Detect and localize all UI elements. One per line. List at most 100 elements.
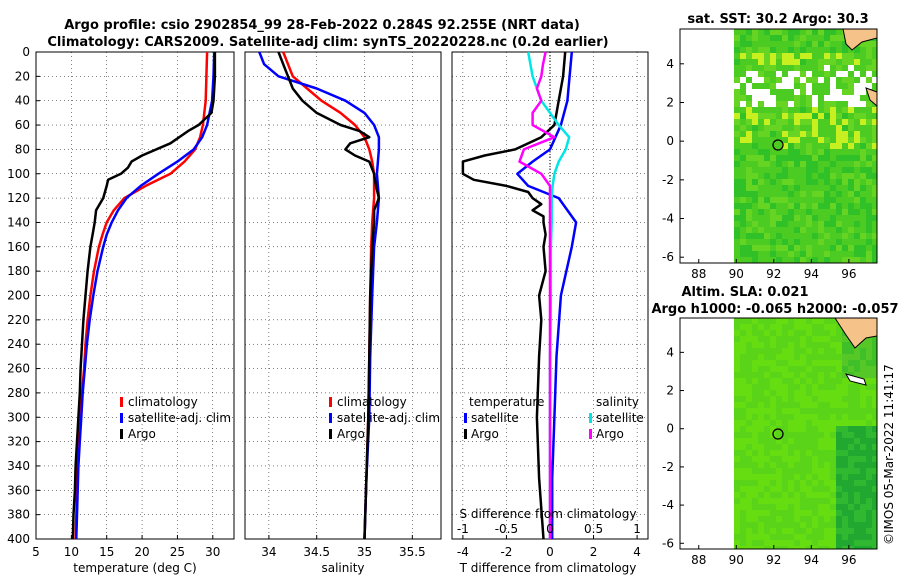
x-tick-label: 0 — [546, 545, 554, 559]
map-cell — [746, 384, 752, 390]
map-cell — [830, 251, 836, 257]
map-cell — [812, 209, 818, 215]
map-cell — [818, 119, 824, 125]
map-cell — [740, 360, 746, 366]
map-cell — [824, 65, 830, 71]
map-cell — [824, 89, 830, 95]
map-cell — [806, 77, 812, 83]
map-cell — [788, 330, 794, 336]
map-cell — [866, 408, 872, 414]
map-cell — [788, 450, 794, 456]
map-cell — [794, 480, 800, 486]
map-cell — [836, 203, 842, 209]
map-cell — [788, 522, 794, 528]
map-cell — [836, 197, 842, 203]
map-cell — [800, 432, 806, 438]
map-cell — [836, 516, 842, 522]
map-cell — [812, 432, 818, 438]
map-cell — [842, 402, 848, 408]
map-cell — [818, 492, 824, 498]
map-cell — [872, 504, 877, 510]
legend-swatch-temp-argo — [464, 429, 467, 439]
x-tick-label: -4 — [457, 545, 469, 559]
map-cell — [746, 492, 752, 498]
map-cell — [758, 462, 764, 468]
map-cell — [800, 396, 806, 402]
map-cell — [806, 336, 812, 342]
map-cell — [734, 131, 740, 137]
map-cell — [758, 65, 764, 71]
map-cell — [770, 173, 776, 179]
map-cell — [830, 197, 836, 203]
map-cell — [830, 47, 836, 53]
map-cell — [734, 504, 740, 510]
map-cell — [836, 438, 842, 444]
map-cell — [824, 161, 830, 167]
map-cell — [734, 354, 740, 360]
map-cell — [866, 546, 872, 549]
map-cell — [770, 504, 776, 510]
map-cell — [776, 95, 782, 101]
map-cell — [770, 119, 776, 125]
map-cell — [788, 378, 794, 384]
map-cell — [848, 257, 854, 263]
map-cell — [794, 402, 800, 408]
map-cell — [782, 251, 788, 257]
map-cell — [860, 384, 866, 390]
map-cell — [734, 366, 740, 372]
map-cell — [788, 402, 794, 408]
map-cell — [806, 486, 812, 492]
map-cell — [794, 492, 800, 498]
map-cell — [800, 354, 806, 360]
legend-label-sal-satellite: satellite — [596, 411, 644, 425]
map-cell — [842, 450, 848, 456]
depth-tick-label: 360 — [7, 483, 30, 497]
map-cell — [818, 47, 824, 53]
map-cell — [866, 257, 872, 263]
map-cell — [860, 390, 866, 396]
map-cell — [848, 185, 854, 191]
map-cell — [740, 95, 746, 101]
map-cell — [872, 155, 877, 161]
map-cell — [836, 462, 842, 468]
map-cell — [860, 227, 866, 233]
map-cell — [830, 378, 836, 384]
map-cell — [770, 366, 776, 372]
map-cell — [800, 119, 806, 125]
map-cell — [848, 119, 854, 125]
map-cell — [812, 65, 818, 71]
map-cell — [746, 372, 752, 378]
map-cell — [794, 125, 800, 131]
map-cell — [872, 480, 877, 486]
map-cell — [734, 173, 740, 179]
map-cell — [794, 426, 800, 432]
map-cell — [872, 456, 877, 462]
map-cell — [794, 456, 800, 462]
map-cell — [872, 402, 877, 408]
map-cell — [752, 89, 758, 95]
map-cell — [764, 528, 770, 534]
map-cell — [776, 444, 782, 450]
map-cell — [800, 137, 806, 143]
map-cell — [842, 474, 848, 480]
map-cell — [836, 101, 842, 107]
map-cell — [776, 185, 782, 191]
map-cell — [770, 540, 776, 546]
map-cell — [758, 41, 764, 47]
map-cell — [782, 414, 788, 420]
map-cell — [788, 516, 794, 522]
map-cell — [788, 492, 794, 498]
map-cell — [734, 336, 740, 342]
map-cell — [788, 179, 794, 185]
map-cell — [770, 221, 776, 227]
map-cell — [752, 239, 758, 245]
map-cell — [866, 227, 872, 233]
map-cell — [854, 486, 860, 492]
map-cell — [848, 173, 854, 179]
map-cell — [740, 107, 746, 113]
map-cell — [734, 35, 740, 41]
land-island — [844, 373, 867, 386]
map-cell — [824, 149, 830, 155]
map-cell — [848, 89, 854, 95]
map-cell — [758, 360, 764, 366]
